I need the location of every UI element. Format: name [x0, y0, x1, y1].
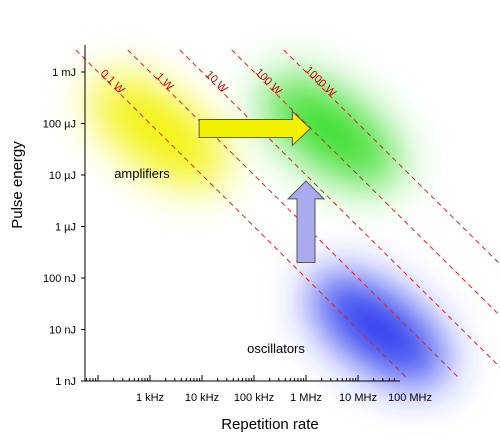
region-glow-0 [90, 75, 228, 188]
x-tick-label-1: 10 kHz [185, 392, 219, 404]
y-tick-label-6: 1 nJ [55, 376, 76, 388]
arrows-layer [198, 110, 326, 263]
x-tick-label-4: 10 MHz [339, 392, 377, 404]
x-tick-label-0: 1 kHz [136, 392, 164, 404]
arrow-right [198, 110, 312, 147]
y-tick-label-3: 1 µJ [55, 222, 76, 234]
power-line-0 [75, 49, 408, 379]
y-axis-title: Pulse energy [9, 141, 26, 229]
x-tick-label-2: 100 kHz [234, 392, 274, 404]
x-tick-label-3: 1 MHz [290, 392, 322, 404]
power-line-2 [179, 49, 500, 368]
x-axis-title: Repetition rate [221, 416, 319, 433]
labels-layer: amplifiers oscillators [114, 166, 305, 356]
power-line-label-2: 10 W [203, 69, 230, 96]
region-glow-2 [310, 273, 448, 386]
y-tick-label-2: 10 µJ [49, 170, 76, 182]
x-tick-label-5: 100 MHz [388, 392, 432, 404]
y-tick-label-0: 1 mJ [52, 67, 76, 79]
y-tick-label-1: 100 µJ [43, 119, 76, 131]
region-label-amplifiers: amplifiers [114, 166, 170, 181]
region-glow-1 [262, 75, 400, 188]
arrow-up [286, 180, 326, 263]
regions-layer [90, 75, 448, 386]
region-label-oscillators: oscillators [247, 341, 305, 356]
ticks-layer: 1 mJ 100 µJ 10 µJ 1 µJ 100 nJ 10 nJ 1 nJ 1 kHz 1… [43, 67, 432, 404]
y-tick-label-4: 100 nJ [43, 273, 76, 285]
power-line-1 [127, 49, 460, 379]
y-tick-label-5: 10 nJ [49, 325, 76, 337]
